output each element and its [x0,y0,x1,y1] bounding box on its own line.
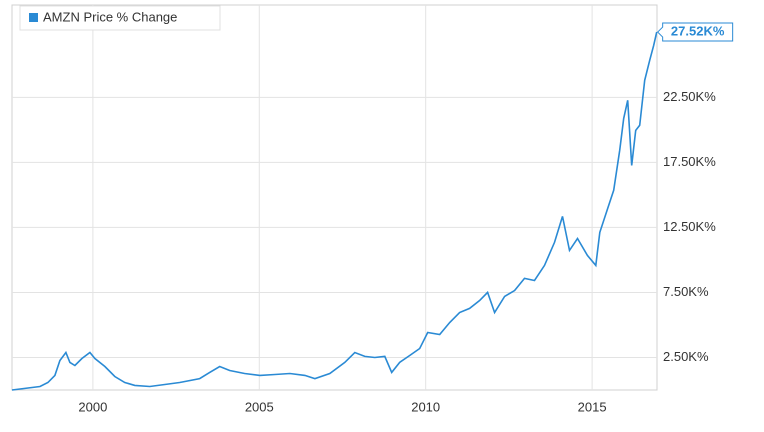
x-tick-label: 2000 [78,399,107,414]
y-tick-label: 7.50K% [663,284,709,299]
x-tick-label: 2015 [578,399,607,414]
y-tick-label: 12.50K% [663,219,716,234]
legend-swatch [29,13,38,22]
legend-box [19,5,221,31]
value-label-box [656,22,734,42]
y-tick-label: 22.50K% [663,89,716,104]
legend-label: AMZN Price % Change [43,9,177,24]
x-tick-label: 2005 [245,399,274,414]
series-line [11,31,658,391]
x-tick-label: 2010 [411,399,440,414]
value-label: 27.52K% [671,23,725,38]
plot-area [11,4,658,391]
y-tick-label: 2.50K% [663,349,709,364]
y-tick-label: 17.50K% [663,154,716,169]
